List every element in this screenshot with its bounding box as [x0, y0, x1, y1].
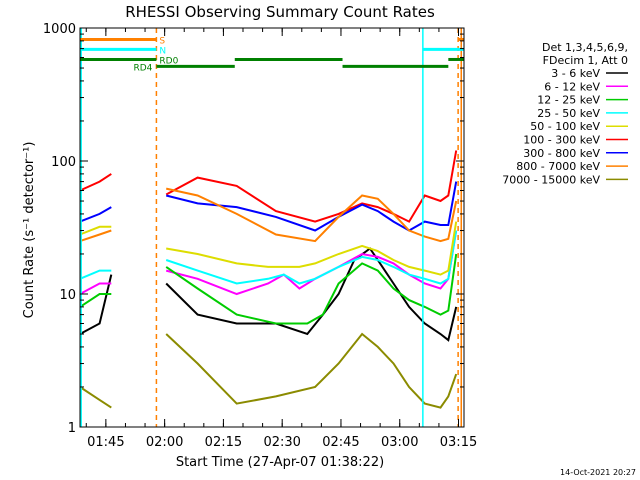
series-line-300-800-kev-seg-2 [165, 181, 458, 232]
x-tick-label-7: 03:15 [440, 435, 477, 450]
legend-label-25-50-kev: 25 - 50 keV [537, 107, 600, 120]
footer-date: 14-Oct-2021 20:27 [560, 468, 636, 477]
series-line-12-25-kev-seg-1 [79, 293, 112, 308]
flag-label-n: N [159, 46, 166, 56]
legend-label-6-12-kev: 6 - 12 keV [544, 80, 600, 93]
y-tick-label-2: 10 [59, 288, 76, 303]
series-line-25-50-kev-seg-2 [165, 230, 458, 285]
legend-label-12-25-kev: 12 - 25 keV [537, 94, 600, 107]
flag-label-rd0: RD0 [159, 56, 178, 66]
series-line-7000-15000-kev-seg-2 [165, 332, 458, 409]
legend-label-100-300-kev: 100 - 300 keV [523, 134, 600, 147]
series-line-800-7000-kev-seg-1 [79, 229, 112, 243]
plot-frame [79, 27, 465, 428]
legend-header-line-1: Det 1,3,4,5,6,9, [542, 41, 628, 54]
series-line-3-6-kev-seg-1 [79, 274, 113, 335]
legend-label-300-800-kev: 300 - 800 keV [523, 147, 600, 160]
x-tick-label-1: 01:45 [87, 435, 124, 450]
series-line-6-12-kev-seg-1 [79, 282, 112, 295]
series-line-7000-15000-kev-seg-1 [79, 386, 112, 409]
series-line-12-25-kev-seg-2 [165, 253, 458, 325]
series-line-6-12-kev-seg-2 [165, 230, 458, 296]
x-axis-label: Start Time (27-Apr-07 01:38:22) [176, 455, 384, 470]
x-tick-label-6: 03:00 [381, 435, 418, 450]
y-tick-label-1: 1 [68, 421, 76, 436]
series-line-300-800-kev-seg-1 [79, 206, 112, 223]
legend: Det 1,3,4,5,6,9, FDecim 1, Att 0 3 - 6 k… [502, 41, 628, 186]
series-line-100-300-kev-seg-2 [165, 150, 458, 223]
series-line-100-300-kev-seg-1 [79, 173, 112, 192]
series-line-50-100-kev-seg-1 [79, 225, 112, 236]
legend-label-50-100-kev: 50 - 100 keV [530, 120, 600, 133]
legend-header-line-2: FDecim 1, Att 0 [543, 54, 628, 67]
legend-label-7000-15000-kev: 7000 - 15000 keV [502, 173, 600, 186]
legend-label-3-6-kev: 3 - 6 keV [551, 67, 600, 80]
legend-label-800-7000-kev: 800 - 7000 keV [516, 160, 600, 173]
y-tick-label-4: 1000 [43, 22, 76, 37]
x-tick-label-3: 02:15 [205, 435, 242, 450]
y-axis-label: Count Rate (s⁻¹ detector⁻¹) [22, 142, 37, 319]
x-tick-label-2: 02:00 [146, 435, 183, 450]
series-line-800-7000-kev-seg-2 [165, 187, 458, 243]
series-line-50-100-kev-seg-2 [166, 221, 458, 276]
x-tick-label-4: 02:30 [263, 435, 300, 450]
flag-label-rd4: RD4 [133, 63, 152, 73]
x-tick-label-5: 02:45 [322, 435, 359, 450]
y-tick-label-3: 100 [51, 155, 76, 170]
flag-label-s: S [159, 36, 165, 46]
series-line-25-50-kev-seg-1 [79, 269, 112, 280]
chart-title: RHESSI Observing Summary Count Rates [125, 3, 435, 21]
